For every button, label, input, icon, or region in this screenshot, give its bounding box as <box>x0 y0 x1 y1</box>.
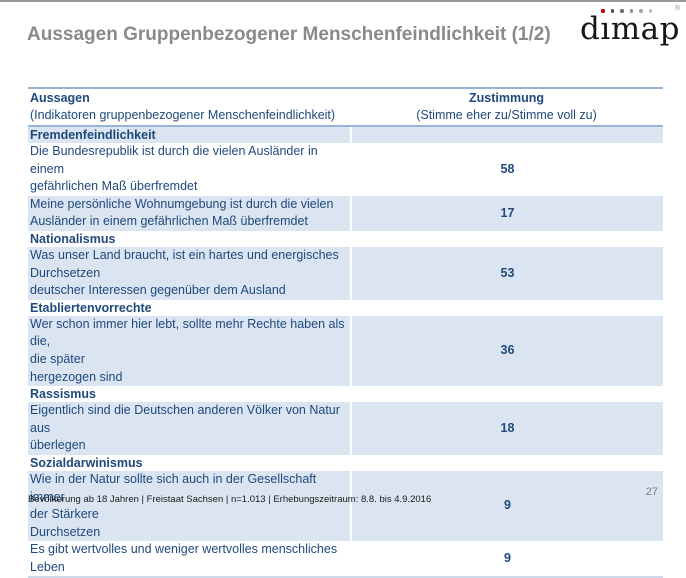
statement-row: Wie in der Natur sollte sich auch in der… <box>28 470 663 542</box>
category-label: Rassismus <box>30 387 97 402</box>
category-row: Sozialdarwinismus <box>28 454 663 471</box>
agreement-value: 9 <box>350 470 663 542</box>
statement-row: Wer schon immer hier lebt, sollte mehr R… <box>28 315 663 387</box>
category-label: Fremdenfeindlichkeit <box>28 127 350 143</box>
statement-text: Was unser Land braucht, ist ein hartes u… <box>28 246 350 300</box>
footer-source-note: Bevölkerung ab 18 Jahren | Freistaat Sac… <box>28 494 432 505</box>
agreement-value: 9 <box>350 541 663 577</box>
statement-row: Es gibt wertvolles und weniger wertvolle… <box>28 541 663 577</box>
statement-text: Wie in der Natur sollte sich auch in der… <box>28 470 350 542</box>
agreement-value: 17 <box>350 195 663 231</box>
dimap-logo: dımap ® <box>580 5 680 49</box>
category-row: Fremdenfeindlichkeit <box>28 127 663 143</box>
agreement-value: 36 <box>350 315 663 387</box>
table-header-row: Aussagen (Indikatoren gruppenbezogener M… <box>28 89 663 127</box>
agreement-value <box>350 386 663 403</box>
registered-trademark-icon: ® <box>674 5 680 12</box>
header-statements-subtitle: (Indikatoren gruppenbezogener Menschenfe… <box>30 107 336 122</box>
statements-table: Aussagen (Indikatoren gruppenbezogener M… <box>28 87 663 578</box>
statement-text: Die Bundesrepublik ist durch die vielen … <box>30 144 318 194</box>
category-label: Nationalismus <box>30 231 116 246</box>
logo-dot-icon <box>639 9 643 13</box>
category-row: Rassismus <box>28 386 663 403</box>
statement-text: Meine persönliche Wohnumgebung ist durch… <box>28 195 350 231</box>
category-label: Etabliertenvorrechte <box>30 300 152 315</box>
category-row: Nationalismus <box>28 230 663 247</box>
table-rows: Fremdenfeindlichkeit Die Bundesrepublik i… <box>28 127 663 577</box>
category-row: Etabliertenvorrechte <box>28 299 663 316</box>
agreement-value: 58 <box>350 143 663 196</box>
statement-row: Die Bundesrepublik ist durch die vielen … <box>28 143 663 196</box>
slide-top-divider <box>0 0 686 2</box>
statement-row: Was unser Land braucht, ist ein hartes u… <box>28 246 663 300</box>
logo-dot-icon <box>620 9 624 13</box>
statement-text: Eigentlich sind die Deutschen anderen Vö… <box>28 402 350 455</box>
category-label: Sozialdarwinismus <box>30 455 143 470</box>
logo-dots-row <box>601 9 652 13</box>
page-number: 27 <box>645 486 658 498</box>
header-statements-title: Aussagen <box>30 91 90 105</box>
logo-dot-icon <box>601 9 605 13</box>
statement-row: Eigentlich sind die Deutschen anderen Vö… <box>28 402 663 455</box>
agreement-value <box>350 454 663 471</box>
statement-text: Es gibt wertvolles und weniger wertvolle… <box>30 542 338 574</box>
logo-dot-icon <box>610 9 614 13</box>
logo-dot-icon <box>648 9 652 13</box>
agreement-value: 53 <box>350 246 663 300</box>
agreement-value: 18 <box>350 402 663 455</box>
header-agreement-title: Zustimmung <box>469 91 544 105</box>
page-title: Aussagen Gruppenbezogener Menschenfeindl… <box>27 24 551 45</box>
logo-wordmark: dımap <box>580 11 680 47</box>
header-statements-cell: Aussagen (Indikatoren gruppenbezogener M… <box>28 90 350 123</box>
header-agreement-subtitle: (Stimme eher zu/Stimme voll zu) <box>416 107 597 122</box>
header-agreement-cell: Zustimmung (Stimme eher zu/Stimme voll z… <box>350 90 663 123</box>
statement-text: Wer schon immer hier lebt, sollte mehr R… <box>28 315 350 387</box>
logo-dot-icon <box>629 9 633 13</box>
agreement-value <box>350 299 663 316</box>
agreement-value <box>350 230 663 247</box>
statement-row: Meine persönliche Wohnumgebung ist durch… <box>28 195 663 231</box>
agreement-value <box>350 127 663 143</box>
